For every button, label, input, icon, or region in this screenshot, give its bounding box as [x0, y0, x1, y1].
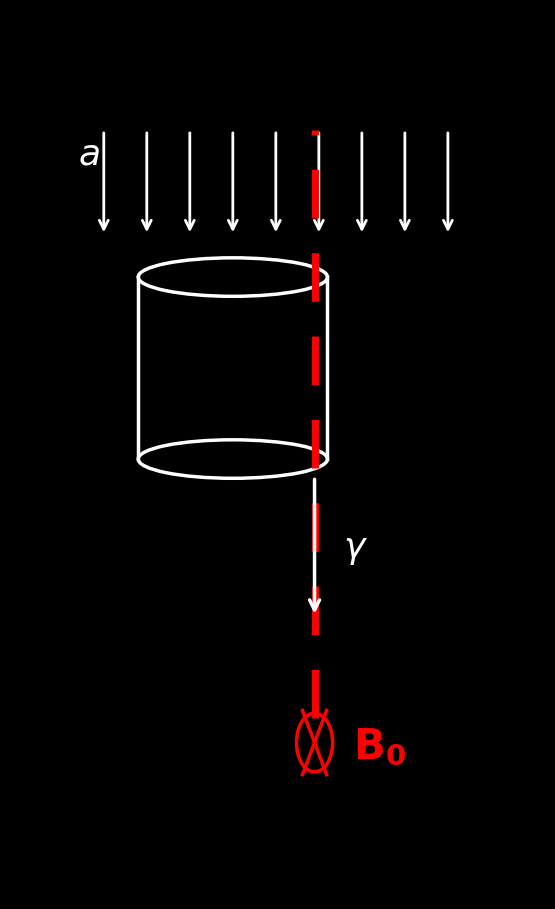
Text: $\mathbf{B_0}$: $\mathbf{B_0}$ [353, 726, 406, 768]
Text: $a$: $a$ [78, 137, 100, 172]
Text: $\gamma$: $\gamma$ [342, 533, 367, 567]
